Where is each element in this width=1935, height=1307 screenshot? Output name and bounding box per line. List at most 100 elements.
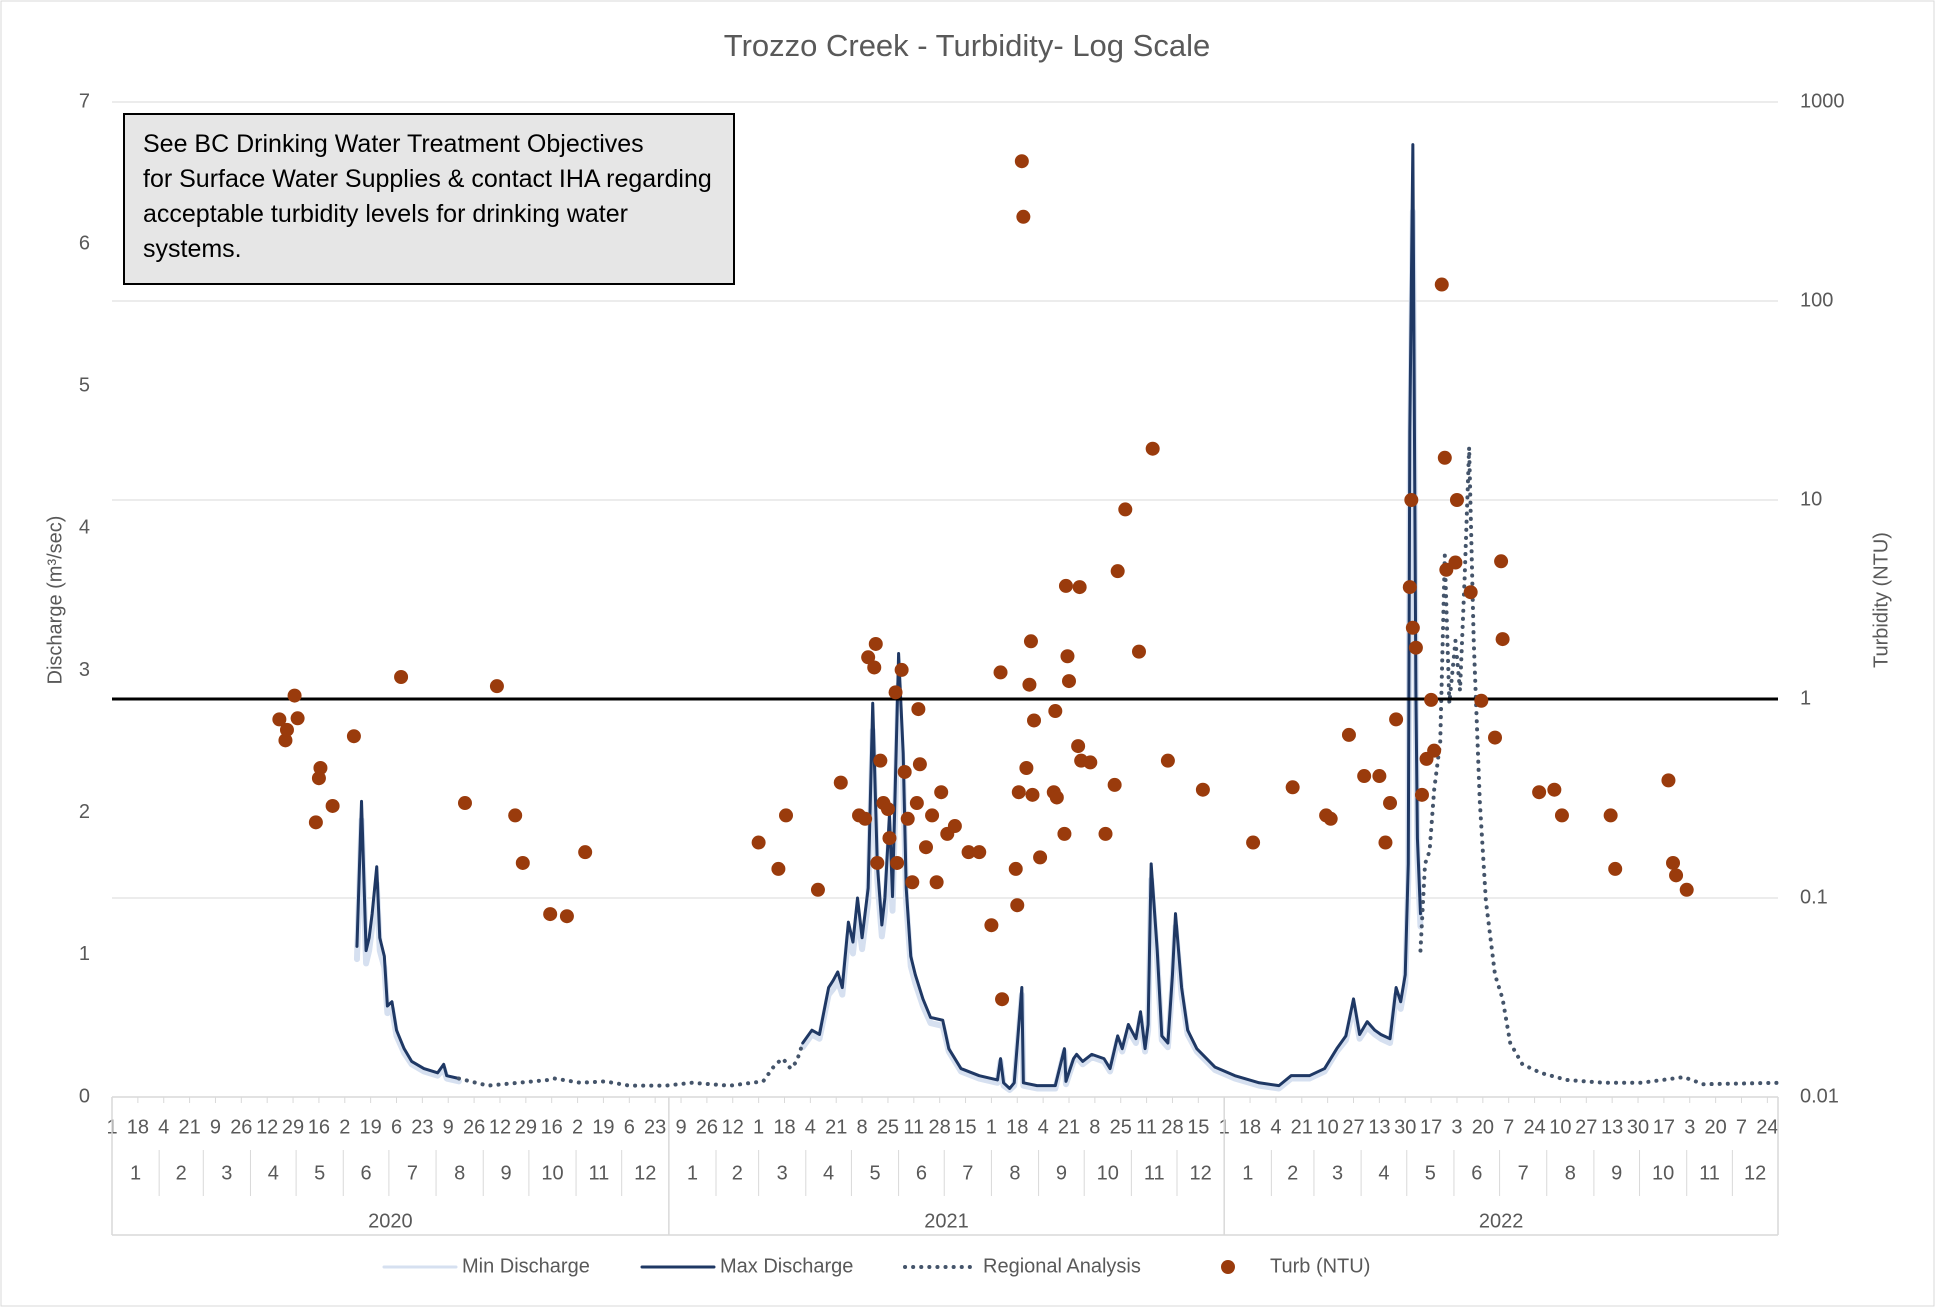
month-label: 6 [1471,1162,1482,1184]
x-tick-label: 23 [644,1116,666,1138]
scatter-point [867,660,882,675]
month-label: 2 [1287,1162,1298,1184]
scatter-point [873,753,888,768]
month-label: 4 [268,1162,279,1184]
scatter-point [1448,555,1463,570]
x-tick-label: 30 [1627,1116,1649,1138]
month-label: 11 [1699,1162,1720,1184]
y2-tick-label: 0.1 [1800,886,1828,908]
legend-label: Regional Analysis [983,1255,1141,1277]
month-label: 3 [777,1162,788,1184]
scatter-point [1033,850,1048,865]
y2-tick-label: 1000 [1800,90,1845,112]
x-tick-label: 24 [1523,1116,1545,1138]
x-tick-label: 27 [1342,1116,1364,1138]
month-label: 9 [1611,1162,1622,1184]
scatter-point [1008,861,1023,876]
month-label: 9 [1056,1162,1067,1184]
month-label: 10 [1652,1162,1674,1184]
x-tick-label: 17 [1653,1116,1675,1138]
month-label: 8 [1009,1162,1020,1184]
x-tick-label: 12 [722,1116,744,1138]
scatter-point [890,855,905,870]
scatter-point [543,907,558,922]
x-tick-label: 18 [127,1116,149,1138]
y2-tick-label: 0.01 [1800,1085,1839,1107]
month-label: 7 [407,1162,418,1184]
scatter-point [1049,790,1064,805]
x-tick-label: 7 [1503,1116,1514,1138]
month-label: 6 [361,1162,372,1184]
scatter-point [1463,585,1478,600]
scatter-point [882,831,897,846]
x-tick-label: 21 [1291,1116,1313,1138]
y-tick-label: 7 [79,90,90,112]
x-tick-label: 2 [339,1116,350,1138]
line [355,143,1422,1090]
x-tick-label: 6 [624,1116,635,1138]
scatter-point [1072,580,1087,595]
annotation-box: See BC Drinking Water Treatment Objectiv… [123,113,735,285]
x-tick-label: 3 [1451,1116,1462,1138]
x-tick-label: 29 [282,1116,304,1138]
y2-axis-label: Turbidity (NTU) [1870,532,1892,668]
x-tick-label: 2 [572,1116,583,1138]
scatter-point [1010,898,1025,913]
x-tick-label: 20 [1472,1116,1494,1138]
scatter-point [1061,674,1076,689]
scatter-point [290,711,305,726]
scatter-point [961,845,976,860]
dotted-line [456,445,1780,1088]
scatter-point [810,882,825,897]
month-label: 11 [1144,1162,1165,1184]
scatter-point [934,785,949,800]
x-tick-label: 16 [541,1116,563,1138]
x-tick-label: 11 [1136,1116,1157,1138]
x-tick-label: 8 [1089,1116,1100,1138]
x-tick-label: 1 [753,1116,764,1138]
scatter-point [515,855,530,870]
scatter-point [559,909,574,924]
scatter-point [925,808,940,823]
month-label: 12 [1744,1162,1766,1184]
scatter-point [1437,450,1452,465]
scatter-point [346,729,361,744]
scatter-point [1494,554,1509,569]
month-label: 9 [500,1162,511,1184]
scatter-point [1323,811,1338,826]
month-label: 5 [869,1162,880,1184]
scatter-point [1118,502,1133,517]
scatter-point [1098,826,1113,841]
month-label: 7 [1518,1162,1529,1184]
scatter-point [1427,743,1442,758]
scatter-point [1408,640,1423,655]
scatter-point [900,811,915,826]
y-tick-label: 5 [79,375,90,397]
scatter-point [1402,580,1417,595]
x-tick-label: 3 [1684,1116,1695,1138]
month-label: 3 [221,1162,232,1184]
y-tick-label: 1 [79,943,90,965]
month-label: 7 [962,1162,973,1184]
year-label: 2021 [924,1210,969,1232]
x-tick-label: 12 [489,1116,511,1138]
scatter-point [1027,713,1042,728]
scatter-point [287,688,302,703]
y-axis-label: Discharge (m³/sec) [44,516,66,685]
x-tick-label: 4 [158,1116,169,1138]
scatter-point [1145,441,1160,456]
scatter-point [894,662,909,677]
scatter-point [1434,277,1449,292]
x-tick-label: 25 [1110,1116,1132,1138]
scatter-point [1060,649,1075,664]
scatter-point [394,669,409,684]
x-tick-label: 16 [308,1116,330,1138]
x-tick-label: 28 [929,1116,951,1138]
x-tick-label: 15 [1187,1116,1209,1138]
scatter-point [909,796,924,811]
x-tick-label: 21 [1058,1116,1080,1138]
x-tick-label: 9 [210,1116,221,1138]
y-tick-label: 4 [79,517,90,539]
x-tick-label: 26 [230,1116,252,1138]
